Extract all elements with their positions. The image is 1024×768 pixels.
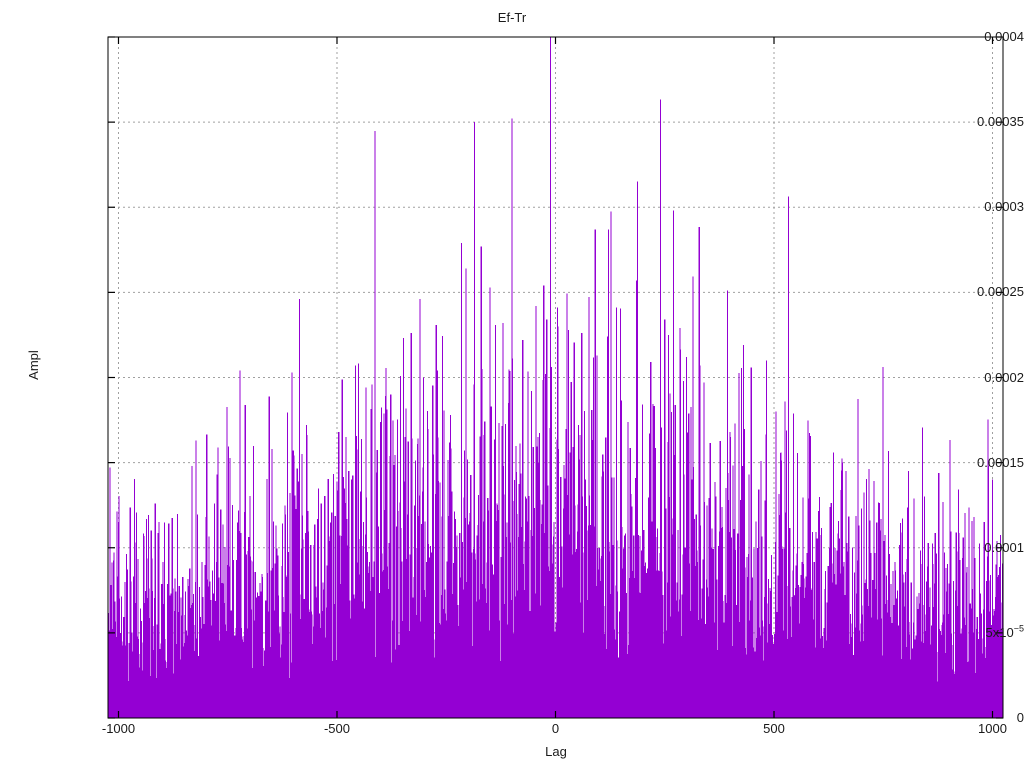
y-tick-label: 0.00035	[977, 114, 1024, 130]
y-tick-label: 0	[1016, 710, 1024, 725]
grid-lines	[108, 37, 1003, 718]
x-axis-label: Lag	[545, 744, 567, 759]
y-tick-label: 5x10−5	[985, 623, 1024, 640]
y-tick-label: 0.00025	[977, 284, 1024, 300]
plot-border	[107, 36, 1004, 719]
chart-title: Ef-Tr	[497, 10, 527, 25]
y-tick-label: 0.0001	[984, 539, 1024, 555]
y-tick-label: 0.0002	[984, 369, 1024, 385]
x-tick-label: 500	[763, 721, 785, 736]
y-tick-label: 0.0004	[984, 29, 1024, 44]
x-tick-label: 0	[551, 721, 560, 736]
y-tick-label: 0.00015	[977, 454, 1024, 470]
x-tick-label: 1000	[978, 721, 1007, 736]
x-tick-label: -500	[323, 721, 350, 736]
y-tick-label: 0.0003	[984, 199, 1024, 215]
x-tick-label: -1000	[101, 721, 136, 736]
